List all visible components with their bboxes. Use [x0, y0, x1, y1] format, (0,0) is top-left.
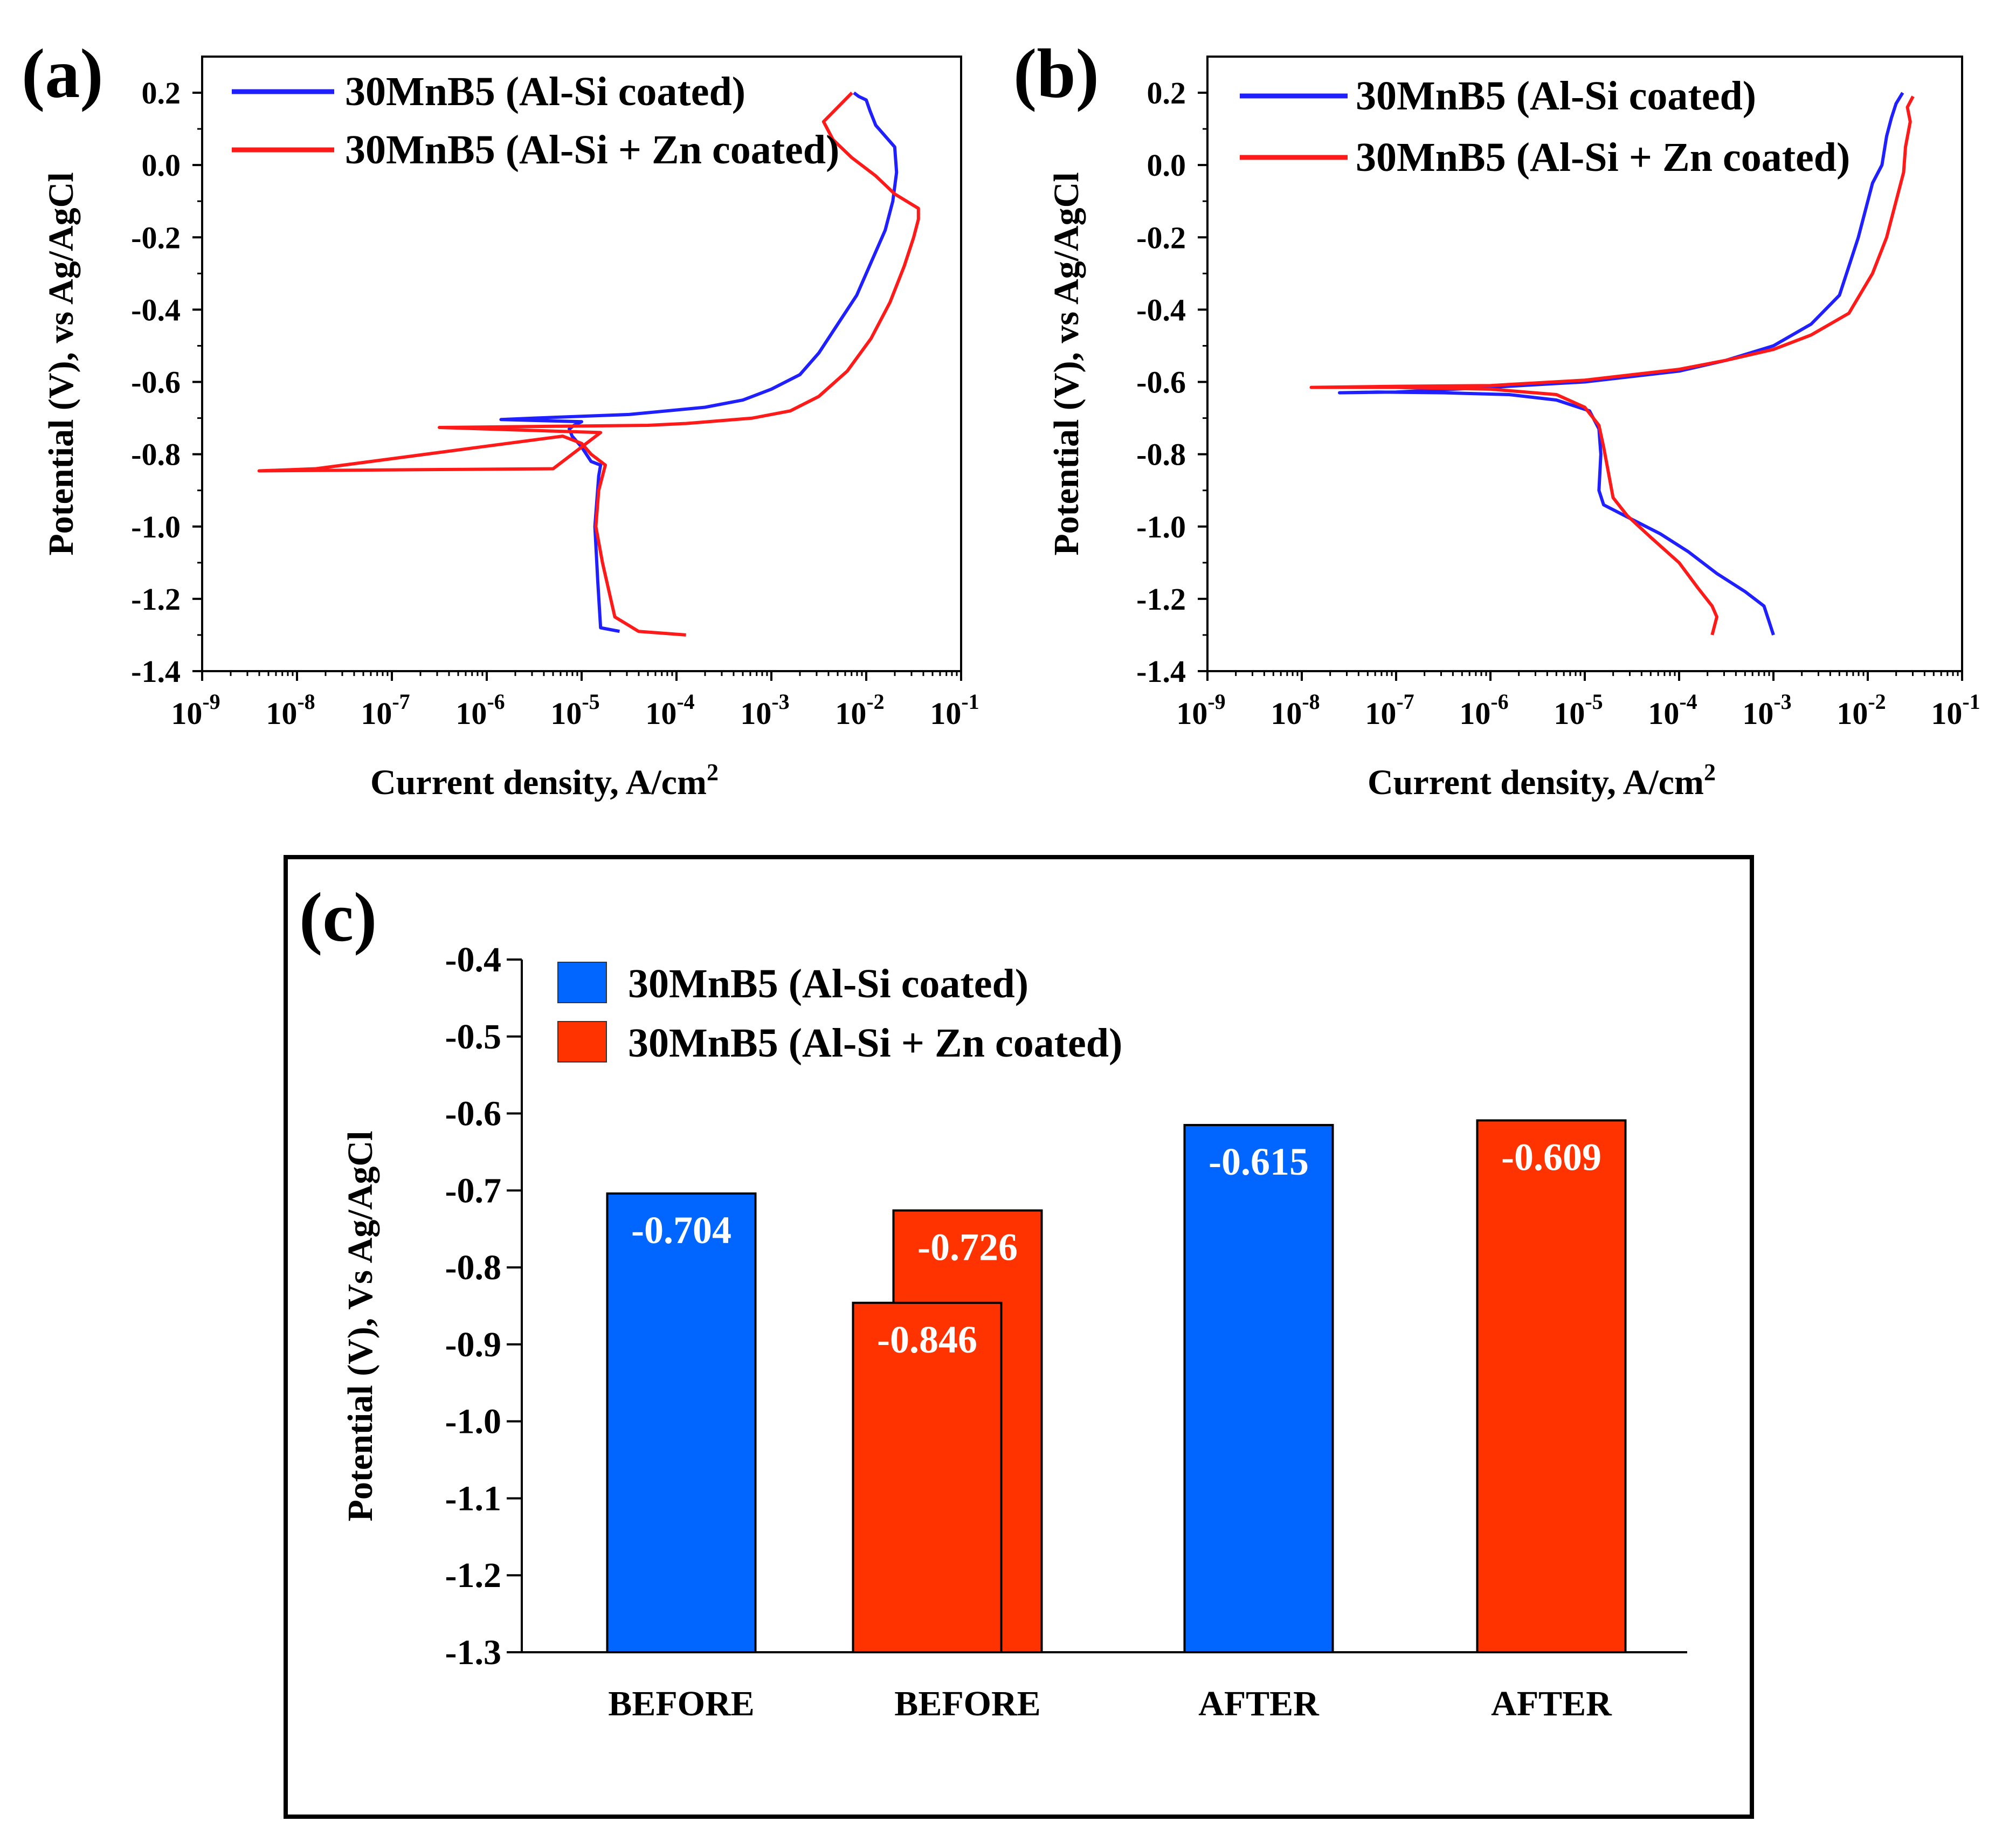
panelB-ytick-label: -0.2 — [1136, 220, 1186, 255]
panelA-ytick-label: -1.2 — [131, 582, 181, 617]
legend-c-swatch-alsi — [557, 962, 607, 1003]
panelB-ytick-label: 0.2 — [1147, 75, 1186, 111]
panelA-series-alsizn — [257, 91, 920, 637]
panelB-xtick-label: 10-3 — [1742, 689, 1791, 731]
legend-c-swatch-alsizn — [557, 1021, 607, 1063]
panelB-ytick-label: -0.6 — [1136, 365, 1186, 400]
panel-c-border — [284, 855, 1754, 1819]
panelA-ytick-label: -0.2 — [131, 220, 181, 255]
panel-c-ytick-label: -1.2 — [445, 1556, 501, 1595]
panelA-xtick-label: 10-2 — [835, 689, 884, 731]
panel-a-yticks: 0.2 0.0 -0.2 -0.4 -0.6 -0.8 -1.0 -1.2 -1.4 — [131, 75, 202, 689]
panelA-xtick-label: 10-7 — [361, 689, 410, 731]
panelA-xtick-label: 10-3 — [740, 689, 789, 731]
panelB-xtick-label: 10-8 — [1271, 689, 1320, 731]
panel-b: (b) Current density, A/cm2 Potential (V)… — [1013, 35, 1980, 802]
legend-b-text-alsizn: 30MnB5 (Al-Si + Zn coated) — [1356, 135, 1850, 180]
panel-c-bar-label: -0.726 — [917, 1225, 1018, 1268]
panel-c-ytick-label: -0.4 — [445, 940, 501, 979]
panel-b-series — [1309, 92, 1915, 636]
panel-c-category-label: BEFORE — [894, 1684, 1040, 1723]
panel-b-yticks: 0.2 0.0 -0.2 -0.4 -0.6 -0.8 -1.0 -1.2 -1.4 — [1136, 75, 1207, 689]
panel-b-legend: 30MnB5 (Al-Si coated) 30MnB5 (Al-Si + Zn… — [1240, 73, 1850, 180]
panelB-xtick-label: 10-4 — [1648, 689, 1697, 731]
panelB-xtick-label: 10-6 — [1459, 689, 1508, 731]
panel-c-categories: BEFORE BEFORE AFTER AFTER — [608, 1684, 1612, 1723]
panel-b-label: (b) — [1013, 35, 1099, 113]
panel-c-ylabel: Potential (V), Vs Ag/AgCl — [341, 1131, 380, 1522]
panel-c-bar — [1183, 1123, 1334, 1653]
panel-c-ytick-label: -0.7 — [445, 1171, 501, 1210]
panelA-xtick-label: 10-6 — [455, 689, 505, 731]
panelA-ytick-label: -0.6 — [131, 365, 181, 400]
panelA-series-alsi — [499, 91, 899, 633]
panel-c-bar — [852, 1301, 1003, 1653]
panelB-ytick-label: -1.4 — [1136, 654, 1186, 689]
legend-a-text-alsizn: 30MnB5 (Al-Si + Zn coated) — [345, 127, 839, 173]
panel-c-bar-label: -0.609 — [1501, 1135, 1601, 1178]
panel-a-label: (a) — [22, 35, 103, 113]
panel-c-bar-label: -0.846 — [877, 1318, 977, 1361]
panelA-ytick-label: -1.4 — [131, 654, 181, 689]
panelB-ytick-label: -0.8 — [1136, 437, 1186, 472]
panelB-ytick-label: -1.2 — [1136, 582, 1186, 617]
panelB-xtick-label: 10-2 — [1837, 689, 1886, 731]
legend-a-text-alsi: 30MnB5 (Al-Si coated) — [345, 69, 745, 114]
panel-c-ytick-label: -0.6 — [445, 1094, 501, 1134]
panelA-xtick-label: 10-4 — [645, 689, 694, 731]
panel-c-yticks: -0.4 -0.5 -0.6 -0.7 -0.8 -0.9 -1.0 -1.1 -1.2 -1.3 — [445, 940, 522, 1672]
panelA-xtick-label: 10-9 — [171, 689, 220, 731]
panelA-ytick-label: -0.4 — [131, 292, 181, 327]
panelA-ytick-label: 0.2 — [142, 75, 181, 111]
panel-a: (a) Current density, A/cm2 Potential (V)… — [22, 35, 979, 802]
panel-a-ylabel: Potential (V), vs Ag/AgCl — [42, 172, 81, 555]
panelB-ytick-label: -1.0 — [1136, 509, 1186, 544]
panel-a-xticks: 10-9 10-8 10-7 10-6 10-5 10-4 10-3 10-2 10-1 — [171, 671, 979, 731]
panelA-ytick-label: -0.8 — [131, 437, 181, 472]
panel-c-category-label: AFTER — [1198, 1684, 1320, 1723]
panel-c-bars: -0.704 -0.726 -0.846 -0.615 -0.609 — [606, 1119, 1627, 1653]
panel-a-legend: 30MnB5 (Al-Si coated) 30MnB5 (Al-Si + Zn… — [232, 69, 839, 173]
panelB-series-alsi — [1338, 92, 1904, 636]
panel-c-bar — [606, 1192, 757, 1653]
panel-b-ylabel: Potential (V), vs Ag/AgCl — [1047, 172, 1086, 555]
panelA-xtick-label: 10-5 — [550, 689, 599, 731]
panelA-xtick-label: 10-1 — [930, 689, 979, 731]
panel-b-xticks: 10-9 10-8 10-7 10-6 10-5 10-4 10-3 10-2 10-1 — [1176, 671, 1980, 731]
panel-c-label: (c) — [299, 879, 377, 956]
panel-c-category-label: BEFORE — [608, 1684, 754, 1723]
panelA-ytick-label: 0.0 — [142, 148, 181, 183]
panel-b-xlabel: Current density, A/cm2 — [1368, 759, 1716, 802]
panelB-series-alsizn — [1309, 95, 1915, 636]
legend-c-text-alsi: 30MnB5 (Al-Si coated) — [628, 961, 1028, 1006]
legend-c-text-alsizn: 30MnB5 (Al-Si + Zn coated) — [628, 1020, 1122, 1066]
panelB-ytick-label: -0.4 — [1136, 292, 1186, 327]
panel-c-ytick-label: -1.3 — [445, 1633, 501, 1672]
panel-c-ytick-label: -1.0 — [445, 1402, 501, 1441]
panel-c-ytick-label: -0.5 — [445, 1017, 501, 1057]
panelB-xtick-label: 10-7 — [1365, 689, 1414, 731]
panelB-xtick-label: 10-9 — [1176, 689, 1225, 731]
panel-c: (c) Potential (V), Vs Ag/AgCl -0.4-0.5-0… — [284, 855, 1754, 1819]
panel-c-ytick-label: -0.9 — [445, 1325, 501, 1364]
panel-c-bar — [1476, 1119, 1627, 1653]
panelB-xtick-label: 10-1 — [1931, 689, 1980, 731]
panelB-ytick-label: 0.0 — [1147, 148, 1186, 183]
panelA-xtick-label: 10-8 — [266, 689, 315, 731]
panel-c-ytick-label: -0.8 — [445, 1248, 501, 1287]
panelA-ytick-label: -1.0 — [131, 509, 181, 544]
panel-c-category-label: AFTER — [1491, 1684, 1612, 1723]
panel-a-xlabel: Current density, A/cm2 — [370, 759, 719, 802]
panel-c-bar-label: -0.704 — [631, 1209, 731, 1252]
panel-a-series — [257, 91, 920, 637]
legend-b-text-alsi: 30MnB5 (Al-Si coated) — [1356, 73, 1756, 119]
panel-c-bar-label: -0.615 — [1209, 1140, 1309, 1183]
panel-c-legend: 30MnB5 (Al-Si coated) 30MnB5 (Al-Si + Zn… — [557, 961, 1122, 1066]
panel-c-ytick-label: -1.1 — [445, 1479, 501, 1518]
panelB-xtick-label: 10-5 — [1554, 689, 1603, 731]
